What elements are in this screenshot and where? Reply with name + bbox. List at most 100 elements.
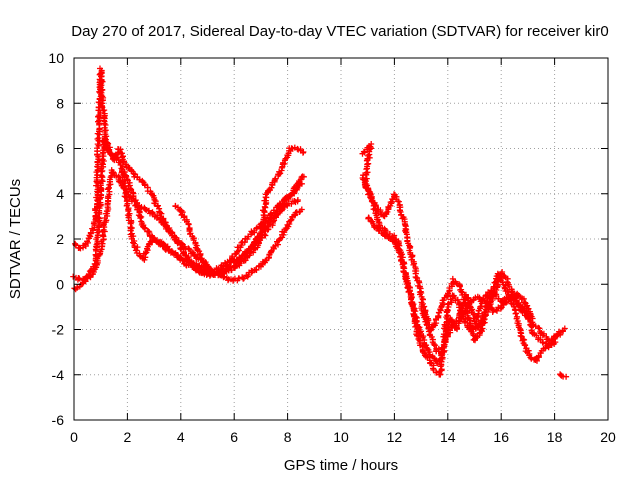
data-point bbox=[230, 258, 237, 265]
data-point bbox=[539, 332, 546, 339]
data-point bbox=[157, 215, 164, 222]
data-point bbox=[268, 210, 274, 217]
y-axis: -6 -4 -2 0 2 4 6 8 10 bbox=[48, 50, 608, 428]
data-point bbox=[142, 250, 149, 257]
data-point bbox=[503, 299, 509, 306]
series-track-6 bbox=[359, 141, 568, 378]
y-tick-label: -2 bbox=[52, 322, 65, 338]
y-tick-label: 10 bbox=[48, 50, 64, 66]
data-point bbox=[193, 267, 199, 274]
data-point bbox=[478, 326, 485, 333]
data-point bbox=[92, 212, 99, 219]
data-point bbox=[527, 354, 534, 361]
data-point bbox=[548, 340, 555, 347]
x-axis: 0 2 4 6 8 10 12 14 16 18 20 bbox=[70, 58, 616, 445]
data-point bbox=[130, 239, 136, 246]
data-point bbox=[141, 224, 148, 231]
y-tick-label: -4 bbox=[52, 367, 65, 383]
data-point bbox=[294, 197, 301, 203]
data-point bbox=[292, 209, 299, 216]
x-tick-label: 0 bbox=[70, 429, 78, 445]
y-tick-label: -6 bbox=[52, 412, 65, 428]
data-point bbox=[155, 202, 161, 209]
x-tick-label: 2 bbox=[124, 429, 132, 445]
data-point bbox=[298, 180, 305, 187]
data-point bbox=[431, 342, 438, 349]
data-point bbox=[412, 308, 419, 315]
data-point bbox=[478, 296, 485, 303]
data-point bbox=[262, 257, 269, 264]
data-point bbox=[94, 136, 101, 142]
data-point bbox=[86, 268, 93, 275]
data-point bbox=[293, 186, 300, 193]
data-point bbox=[395, 198, 401, 205]
data-point bbox=[426, 328, 432, 335]
data-point bbox=[300, 173, 307, 180]
data-point bbox=[551, 333, 558, 340]
data-point bbox=[280, 231, 287, 238]
data-point bbox=[192, 266, 199, 273]
data-point bbox=[158, 210, 165, 217]
data-point bbox=[398, 256, 405, 263]
data-point bbox=[233, 257, 240, 264]
data-point bbox=[174, 238, 181, 245]
data-point bbox=[411, 260, 418, 267]
y-axis-title: SDTVAR / TECUs bbox=[7, 179, 24, 299]
data-point bbox=[169, 230, 176, 237]
y-tick-label: 0 bbox=[56, 276, 64, 292]
data-point bbox=[99, 104, 105, 110]
data-point bbox=[504, 288, 511, 294]
series-track-5 bbox=[172, 144, 307, 276]
data-point bbox=[203, 266, 210, 273]
data-point bbox=[204, 265, 211, 272]
data-point bbox=[448, 299, 455, 306]
data-point bbox=[145, 228, 152, 235]
y-tick-label: 8 bbox=[56, 95, 64, 111]
data-point bbox=[360, 148, 367, 155]
data-point bbox=[437, 371, 444, 378]
data-point bbox=[160, 221, 167, 228]
data-point bbox=[142, 225, 149, 232]
data-point bbox=[149, 210, 155, 217]
data-point bbox=[563, 373, 570, 380]
data-point bbox=[256, 234, 263, 241]
data-point bbox=[238, 239, 245, 246]
data-point bbox=[236, 254, 243, 261]
data-point bbox=[275, 241, 281, 248]
data-point bbox=[504, 298, 510, 305]
data-point bbox=[287, 217, 294, 224]
data-point bbox=[416, 279, 423, 286]
data-point bbox=[458, 288, 465, 295]
data-point bbox=[102, 122, 109, 128]
data-point bbox=[225, 277, 231, 284]
x-tick-label: 4 bbox=[177, 429, 185, 445]
data-point bbox=[298, 206, 305, 213]
data-point bbox=[178, 240, 185, 247]
x-tick-label: 10 bbox=[333, 429, 349, 445]
data-point bbox=[137, 215, 144, 222]
data-point bbox=[84, 275, 91, 282]
data-point bbox=[513, 310, 520, 317]
y-tick-label: 4 bbox=[56, 186, 64, 202]
y-tick-label: 6 bbox=[56, 141, 64, 157]
data-point bbox=[561, 325, 568, 332]
data-point bbox=[152, 237, 159, 244]
data-point bbox=[270, 218, 277, 225]
data-point bbox=[142, 206, 148, 212]
chart-title: Day 270 of 2017, Sidereal Day-to-day VTE… bbox=[71, 23, 608, 40]
data-point bbox=[540, 339, 546, 346]
data-point bbox=[422, 318, 429, 325]
data-point bbox=[517, 332, 524, 339]
data-point bbox=[106, 147, 113, 154]
data-point bbox=[165, 246, 172, 253]
x-tick-label: 16 bbox=[493, 429, 509, 445]
data-point bbox=[221, 273, 228, 280]
x-tick-label: 14 bbox=[440, 429, 456, 445]
series-track-9 bbox=[418, 290, 536, 355]
data-point bbox=[270, 207, 277, 214]
data-point bbox=[445, 300, 452, 307]
data-point bbox=[480, 316, 487, 323]
data-point bbox=[550, 334, 557, 341]
data-point bbox=[552, 339, 559, 346]
x-tick-label: 12 bbox=[387, 429, 403, 445]
